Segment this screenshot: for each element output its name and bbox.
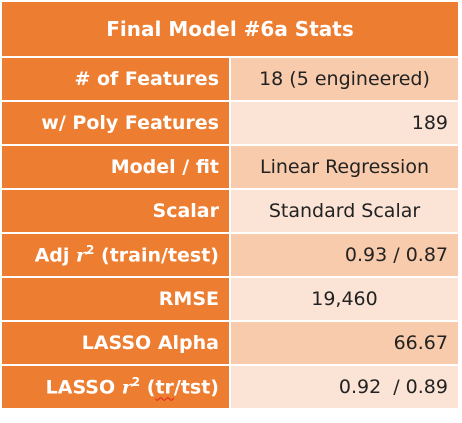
- table-row: LASSO Alpha 66.67: [0, 320, 460, 366]
- row-label: Scalar: [0, 188, 231, 234]
- r-exponent: 2: [86, 243, 95, 258]
- label-prefix: LASSO: [45, 376, 116, 399]
- table-header-row: Final Model #6a Stats: [0, 0, 460, 58]
- r-variable: r: [76, 244, 87, 267]
- table-row: Model / fit Linear Regression: [0, 144, 460, 190]
- row-label: LASSO Alpha: [0, 320, 231, 366]
- table-row: LASSO r2 (tr/tst) 0.92 / 0.89: [0, 364, 460, 410]
- model-stats-table: Final Model #6a Stats # of Features 18 (…: [0, 0, 460, 410]
- table-row: w/ Poly Features 189: [0, 100, 460, 146]
- r-exponent: 2: [131, 375, 141, 390]
- table-row: Adj r2 (train/test) 0.93 / 0.87: [0, 232, 460, 278]
- row-value: 19,460: [229, 276, 460, 322]
- label-suffix-close: /tst): [173, 376, 219, 399]
- r-variable: r: [121, 376, 132, 399]
- table-row: # of Features 18 (5 engineered): [0, 56, 460, 102]
- label-prefix: Adj: [34, 244, 70, 267]
- row-value: 0.92 / 0.89: [229, 364, 460, 410]
- row-label: RMSE: [0, 276, 231, 322]
- table-row: Scalar Standard Scalar: [0, 188, 460, 234]
- table-title: Final Model #6a Stats: [0, 0, 460, 58]
- row-label: LASSO r2 (tr/tst): [0, 364, 231, 410]
- row-label: # of Features: [0, 56, 231, 102]
- label-suffix: (train/test): [101, 244, 219, 267]
- row-value: 189: [229, 100, 460, 146]
- row-value: 0.93 / 0.87: [229, 232, 460, 278]
- row-value: 66.67: [229, 320, 460, 366]
- label-suffix-open: (: [146, 376, 156, 399]
- table-row: RMSE 19,460: [0, 276, 460, 322]
- label-suffix-word: tr: [155, 376, 174, 399]
- row-label: Adj r2 (train/test): [0, 232, 231, 278]
- row-value: Linear Regression: [229, 144, 460, 190]
- row-label: w/ Poly Features: [0, 100, 231, 146]
- row-value: 18 (5 engineered): [229, 56, 460, 102]
- row-value: Standard Scalar: [229, 188, 460, 234]
- row-label: Model / fit: [0, 144, 231, 190]
